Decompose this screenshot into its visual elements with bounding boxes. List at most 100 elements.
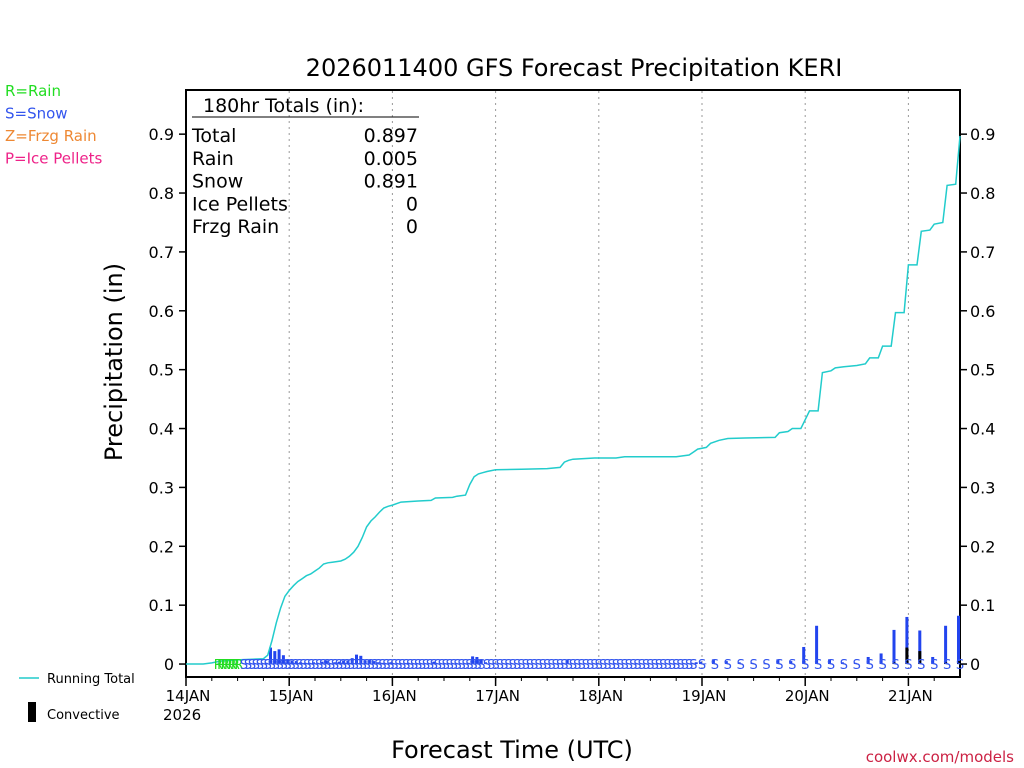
precip-type-marker: S	[814, 658, 822, 673]
interval-bar	[690, 662, 694, 665]
y-tick-label-right: 0.6	[970, 302, 995, 321]
convective-bar	[918, 651, 922, 665]
precip-type-marker: S	[248, 658, 256, 673]
precip-type-marker: S	[663, 658, 671, 673]
precip-type-marker: S	[590, 658, 598, 673]
precip-type-marker: S	[402, 658, 410, 673]
precip-type-marker: S	[370, 658, 378, 673]
totals-box-title: 180hr Totals (in):	[203, 95, 364, 117]
precip-type-marker: S	[509, 658, 517, 673]
interval-bar	[367, 659, 371, 665]
interval-bar	[557, 663, 561, 665]
precip-type-marker: S	[465, 658, 473, 673]
precip-type-marker: S	[351, 658, 359, 673]
precip-type-marker: S	[534, 658, 542, 673]
interval-bar	[957, 615, 960, 665]
precip-type-marker: S	[737, 658, 745, 673]
interval-bar	[471, 656, 475, 665]
interval-bar	[737, 662, 741, 665]
precip-type-marker: S	[724, 658, 732, 673]
precip-type-marker: S	[264, 658, 272, 673]
precip-type-marker: S	[676, 658, 684, 673]
precip-type-marker: S	[616, 658, 624, 673]
precip-type-marker: S	[343, 658, 351, 673]
precip-type-marker: S	[522, 658, 530, 673]
precip-type-marker: S	[526, 658, 534, 673]
interval-bar	[355, 654, 358, 665]
precip-type-marker: S	[473, 658, 481, 673]
precip-type-marker: S	[394, 658, 402, 673]
precip-type-marker: S	[633, 658, 641, 673]
y-tick-label-left: 0.7	[149, 243, 174, 262]
interval-bar	[918, 630, 922, 665]
interval-bar	[492, 662, 496, 665]
x-tick-label: 19JAN	[682, 687, 727, 705]
precip-type-marker: S	[363, 658, 371, 673]
interval-bar	[380, 662, 384, 665]
precip-type-marker: S	[477, 658, 485, 673]
precip-type-marker: S	[457, 658, 465, 673]
precip-type-marker: S	[291, 658, 299, 673]
totals-row-value: 0.891	[364, 171, 418, 193]
day-gridlines	[288, 91, 909, 676]
precip-type-marker: S	[315, 658, 323, 673]
x-tick-label: 15JAN	[269, 687, 314, 705]
interval-bar	[286, 659, 290, 665]
precip-type-marker: S	[496, 658, 504, 673]
precip-type-marker: S	[260, 658, 268, 673]
interval-bar	[944, 625, 948, 665]
precip-type-marker: R	[214, 658, 223, 673]
interval-bar	[406, 662, 410, 665]
interval-bar	[342, 660, 346, 665]
precip-type-marker: S	[406, 658, 414, 673]
interval-bar	[307, 662, 311, 665]
precip-type-marker: S	[698, 658, 706, 673]
type-legend-item: S=Snow	[5, 105, 68, 123]
interval-bar	[303, 662, 307, 665]
y-tick-label-left: 0.6	[149, 302, 174, 321]
interval-bar	[815, 625, 819, 665]
totals-row-value: 0	[406, 193, 418, 215]
precip-type-marker: S	[454, 658, 462, 673]
interval-bar	[853, 662, 857, 665]
precip-type-marker: S	[599, 658, 607, 673]
interval-bar	[269, 647, 272, 665]
precip-type-marker: S	[272, 658, 280, 673]
x-tick-label: 16JAN	[372, 687, 417, 705]
x-tick-label: 21JAN	[888, 687, 933, 705]
y-tick-label-right: 0.4	[970, 420, 995, 439]
precip-type-marker: S	[283, 658, 291, 673]
interval-bar	[432, 661, 436, 665]
precip-type-marker: S	[359, 658, 367, 673]
interval-bar	[299, 662, 303, 665]
y-axis-right: 0 0.1 0.2 0.3 0.4 0.5 0.6 0.7 0.8 0.9	[960, 125, 995, 674]
precip-type-marker: S	[943, 658, 951, 673]
totals-row-value: 0.005	[364, 148, 418, 170]
precip-type-marker: S	[378, 658, 386, 673]
precip-type-marker: S	[303, 658, 311, 673]
convective-swatch	[28, 702, 36, 722]
precip-type-marker: S	[620, 658, 628, 673]
precip-type-marker: S	[276, 658, 284, 673]
precip-type-marker: S	[608, 658, 616, 673]
precip-type-marker: S	[642, 658, 650, 673]
precip-type-marker: S	[331, 658, 339, 673]
precip-type-marker: S	[279, 658, 287, 673]
precip-type-marker: S	[956, 658, 964, 673]
interval-bar	[398, 663, 401, 665]
precip-type-legend: R=Rain S=Snow Z=Frzg Rain P=Ice Pellets	[5, 82, 102, 168]
precip-type-marker: S	[577, 658, 585, 673]
interval-bar	[479, 659, 483, 665]
convective-bar	[892, 662, 896, 665]
precip-type-marker: S	[827, 658, 835, 673]
precip-type-marker: S	[426, 658, 434, 673]
interval-bar	[312, 662, 315, 665]
precip-type-marker: S	[374, 658, 382, 673]
interval-bar	[359, 655, 363, 665]
plot-frame	[185, 89, 961, 678]
y-tick-label-left: 0.3	[149, 478, 174, 497]
interval-bar	[277, 649, 281, 665]
type-legend-item: Z=Frzg Rain	[5, 127, 97, 145]
precip-type-marker: S	[244, 658, 252, 673]
precip-type-marker: S	[891, 658, 899, 673]
